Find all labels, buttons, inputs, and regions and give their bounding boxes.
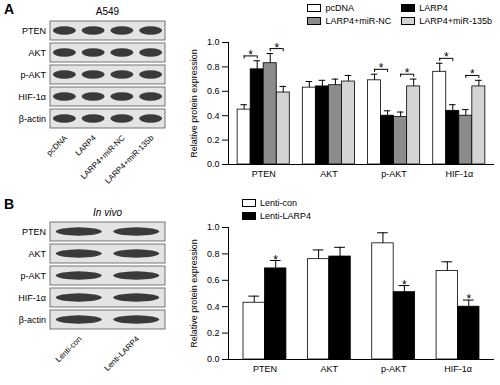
- svg-text:PTEN: PTEN: [253, 364, 277, 374]
- svg-text:HIF-1α: HIF-1α: [444, 364, 472, 374]
- svg-text:*: *: [466, 292, 471, 306]
- svg-text:LARP4: LARP4: [74, 133, 99, 158]
- svg-text:HIF-1α: HIF-1α: [18, 92, 46, 102]
- html-text:LARP4+miR-NC: LARP4+miR-NC: [325, 16, 392, 26]
- svg-text:β-actin: β-actin: [19, 114, 46, 124]
- svg-text:p-AKT: p-AKT: [20, 271, 46, 281]
- svg-text:AKT: AKT: [28, 48, 46, 58]
- svg-text:pcDNA: pcDNA: [45, 133, 70, 158]
- html-text:Lenti-LARP4: Lenti-LARP4: [260, 211, 311, 221]
- svg-text:p-AKT: p-AKT: [381, 364, 407, 374]
- svg-text:*: *: [379, 61, 384, 75]
- svg-text:*: *: [402, 278, 407, 292]
- svg-text:A: A: [4, 1, 14, 17]
- svg-text:HIF-1α: HIF-1α: [445, 169, 473, 179]
- html-text:LARP4+miR-135b: LARP4+miR-135b: [419, 16, 492, 26]
- svg-text:*: *: [470, 67, 475, 81]
- svg-text:p-AKT: p-AKT: [20, 70, 46, 80]
- svg-text:0.0: 0.0: [207, 159, 220, 169]
- html-text:Lenti-con: Lenti-con: [260, 198, 297, 208]
- svg-text:PTEN: PTEN: [22, 26, 46, 36]
- svg-text:1.0: 1.0: [207, 222, 220, 232]
- svg-text:0.6: 0.6: [207, 275, 220, 285]
- svg-text:0.4: 0.4: [207, 302, 220, 312]
- svg-text:HIF-1α: HIF-1α: [18, 293, 46, 303]
- svg-text:0.2: 0.2: [207, 135, 220, 145]
- svg-text:Relative protein expression: Relative protein expression: [189, 239, 199, 348]
- svg-text:A549: A549: [96, 6, 120, 17]
- svg-text:1.0: 1.0: [207, 37, 220, 47]
- svg-text:Lenti-LARP4: Lenti-LARP4: [103, 334, 142, 373]
- svg-text:p-AKT: p-AKT: [381, 169, 407, 179]
- svg-text:0.6: 0.6: [207, 86, 220, 96]
- svg-text:*: *: [248, 48, 253, 62]
- svg-text:PTEN: PTEN: [252, 169, 276, 179]
- svg-text:PTEN: PTEN: [22, 227, 46, 237]
- svg-text:0.8: 0.8: [207, 249, 220, 259]
- svg-text:Lenti-con: Lenti-con: [54, 334, 84, 364]
- svg-text:B: B: [4, 196, 14, 212]
- svg-text:*: *: [444, 50, 449, 64]
- svg-text:*: *: [274, 41, 279, 55]
- html-text:pcDNA: pcDNA: [325, 3, 354, 13]
- svg-text:AKT: AKT: [321, 364, 339, 374]
- svg-text:0.8: 0.8: [207, 62, 220, 72]
- svg-text:AKT: AKT: [320, 169, 338, 179]
- svg-text:0.0: 0.0: [207, 354, 220, 364]
- svg-text:AKT: AKT: [28, 249, 46, 259]
- svg-text:LARP4+miR-NC: LARP4+miR-NC: [79, 133, 127, 182]
- html-text:LARP4: LARP4: [419, 3, 448, 13]
- svg-text:In vivo: In vivo: [93, 207, 122, 218]
- svg-text:0.2: 0.2: [207, 328, 220, 338]
- svg-text:*: *: [405, 66, 410, 80]
- svg-text:Relative protein expression: Relative protein expression: [189, 49, 199, 158]
- svg-text:0.4: 0.4: [207, 111, 220, 121]
- svg-text:LARP4+miR-135b: LARP4+miR-135b: [103, 133, 156, 186]
- svg-text:*: *: [273, 253, 278, 267]
- svg-text:β-actin: β-actin: [19, 315, 46, 325]
